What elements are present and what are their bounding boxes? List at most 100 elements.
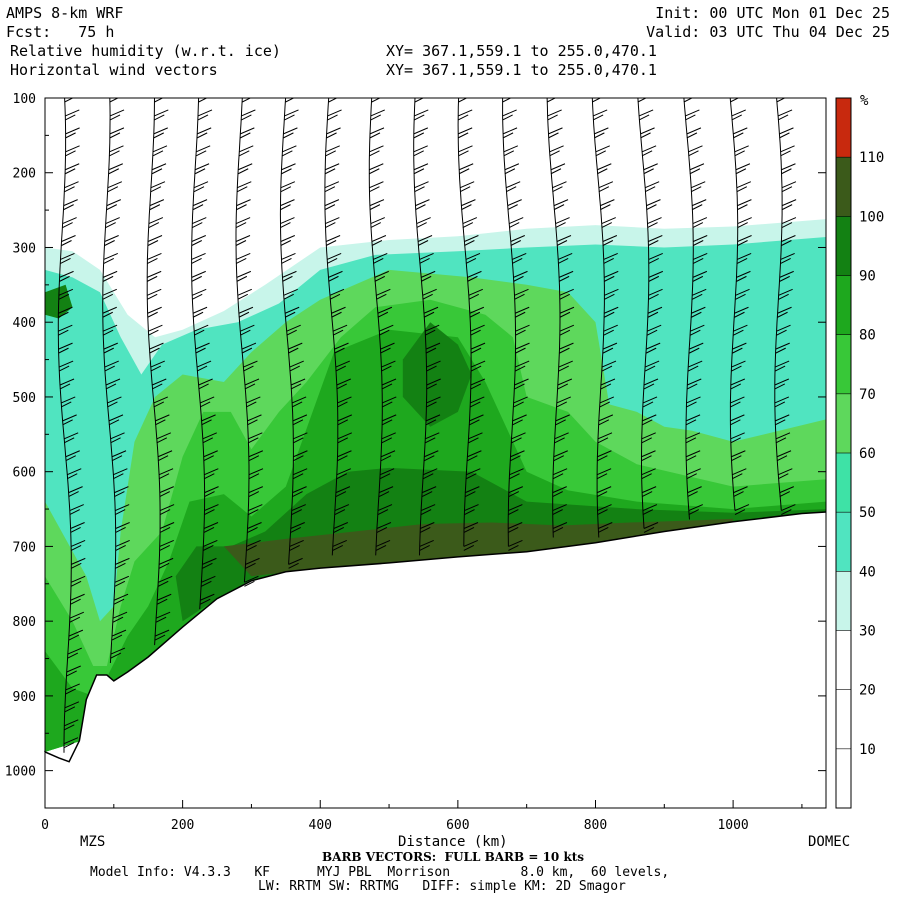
barb-flag: [65, 688, 76, 695]
barb-flag: [291, 401, 303, 408]
barb-flag: [515, 324, 530, 332]
barb-flag: [425, 342, 441, 350]
barb-flag: [686, 401, 697, 408]
barb-flag: [152, 383, 163, 390]
barb-flag: [152, 150, 164, 157]
barb-flag: [646, 324, 662, 332]
barb-flag: [203, 544, 214, 551]
barb-flag: [280, 181, 296, 189]
barb-flag: [548, 127, 563, 135]
barb-flag: [159, 509, 171, 515]
barb-flag: [778, 473, 789, 480]
barb-flag: [379, 329, 390, 336]
barb-flag: [334, 504, 350, 512]
barb-flag: [203, 522, 219, 529]
barb-flag: [458, 145, 473, 153]
barb-flag: [552, 522, 568, 529]
barb-flag: [547, 109, 562, 117]
barb-flag: [730, 414, 745, 422]
barb-flag: [601, 222, 612, 229]
barb-flag: [64, 98, 66, 99]
barb-flag: [292, 414, 308, 422]
barb-flag: [592, 109, 608, 117]
barb-flag: [637, 98, 647, 103]
barb-flag: [508, 504, 523, 512]
barb-flag: [598, 522, 613, 529]
barb-flag: [413, 127, 429, 135]
barb-flag: [598, 186, 610, 193]
barb-flag: [423, 468, 438, 476]
barb-flag: [191, 235, 206, 242]
barb-flag: [464, 504, 479, 512]
barb-flag: [109, 109, 125, 117]
barb-flag: [776, 324, 791, 332]
barb-flag: [467, 270, 482, 278]
barb-flag: [194, 324, 209, 332]
barb-flag: [148, 217, 164, 225]
barb-flag: [334, 347, 345, 354]
barb-flag: [458, 168, 470, 175]
colorbar-tick-label: 50: [859, 505, 876, 521]
barb-flag: [152, 378, 167, 386]
barb-flag: [470, 360, 486, 368]
barb-flag: [159, 504, 175, 512]
barb-flag: [282, 145, 297, 153]
barb-flag: [237, 186, 248, 193]
barb-flag: [470, 329, 481, 336]
barb-flag: [192, 217, 207, 225]
barb-flag: [509, 468, 524, 476]
barb-flag: [147, 257, 158, 264]
barb-flag: [775, 342, 790, 350]
barb-flag: [736, 270, 751, 278]
barb-flag: [380, 347, 391, 354]
section-endpoints-2: XY= 367.1,559.1 to 255.0,470.1: [386, 61, 657, 79]
barb-flag: [648, 240, 659, 246]
barb-flag: [513, 275, 524, 282]
barb-flag: [736, 181, 752, 189]
barb-flag: [781, 217, 797, 225]
barb-flag: [731, 450, 746, 458]
barb-flag: [156, 437, 168, 444]
barb-staff: [57, 98, 72, 753]
barb-flag: [334, 509, 346, 515]
barb-flag: [201, 580, 212, 587]
barb-flag: [236, 270, 252, 278]
barb-flag: [552, 504, 567, 512]
barb-flag: [779, 132, 790, 139]
barb-flag: [597, 168, 608, 175]
barb-flag: [235, 235, 251, 242]
barb-flag: [246, 396, 261, 404]
barb-flag: [326, 132, 337, 139]
barb-flag: [421, 491, 433, 498]
barb-flag: [599, 401, 611, 408]
y-tick-label: 300: [13, 241, 36, 256]
barb-flag: [242, 98, 244, 99]
barb-flag: [775, 419, 786, 426]
barb-flag: [552, 468, 568, 476]
barb-flag: [371, 235, 387, 242]
barb-flag: [420, 504, 436, 512]
barb-flag: [549, 150, 560, 157]
barb-flag: [509, 217, 524, 225]
barb-flag: [461, 199, 476, 207]
barb-flag: [239, 145, 254, 153]
barb-flag: [64, 186, 75, 193]
barb-flag: [514, 311, 526, 318]
barb-flag: [465, 257, 477, 264]
barb-flag: [192, 293, 203, 300]
barb-flag: [107, 186, 119, 193]
barb-flag: [458, 98, 468, 103]
barb-flag: [147, 240, 159, 246]
barb-flag: [59, 378, 75, 386]
rh-region-90-6: [402, 322, 472, 427]
barb-flag: [288, 342, 303, 350]
barb-flag: [337, 401, 348, 408]
barb-flag: [640, 132, 651, 139]
barb-flag: [470, 347, 482, 354]
barb-flag: [692, 288, 707, 296]
barb-flag: [598, 419, 610, 426]
axes-layer: 100 200 300 400 500 600 700 800 900 1000 0 200 400 60…: [5, 92, 826, 833]
barb-flag: [159, 522, 175, 529]
barb-flag: [514, 378, 529, 386]
barb-flag: [241, 114, 252, 121]
